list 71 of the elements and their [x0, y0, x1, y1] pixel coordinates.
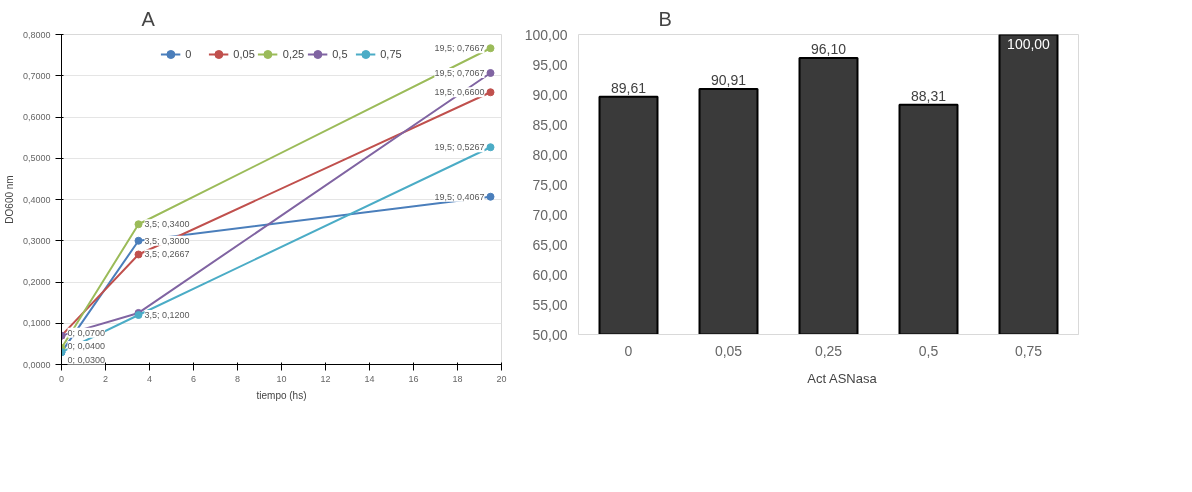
x-tick-label: 16: [408, 373, 419, 384]
x-tick-label: 20: [496, 373, 507, 384]
legend-label: 0,5: [332, 48, 349, 60]
data-label: 89,61: [610, 79, 647, 96]
y-tick-label: 95,00: [532, 56, 568, 73]
data-label: 0; 0,0400: [67, 341, 106, 351]
y-tick-label: 0,3000: [22, 235, 51, 246]
chart-title: A: [141, 7, 156, 30]
data-label: 0; 0,0300: [67, 355, 106, 366]
data-label: 3,5; 0,2667: [144, 249, 190, 260]
data-label: 3,5; 0,3000: [144, 235, 190, 246]
legend-label: 0,05: [233, 48, 255, 60]
x-tick-label: 0: [59, 373, 65, 384]
x-tick-label: 10: [276, 373, 287, 384]
y-tick-label: 0,4000: [22, 194, 51, 205]
x-tick-label: 0,5: [918, 342, 939, 359]
x-tick-label: 0,75: [1014, 342, 1043, 359]
data-label: 3,5; 0,3400: [144, 219, 190, 230]
y-tick-label: 85,00: [532, 116, 568, 133]
chart-title: B: [658, 7, 672, 30]
point: [486, 44, 495, 53]
y-tick-label: 0,7000: [22, 70, 51, 81]
y-tick-label: 0,5000: [22, 153, 51, 164]
data-label: 19,5; 0,4067: [434, 191, 485, 202]
y-tick-label: 70,00: [532, 206, 568, 223]
y-tick-label: 0,2000: [22, 277, 51, 287]
x-tick-label: 12: [320, 373, 331, 384]
data-label: 19,5; 0,6600: [434, 87, 485, 98]
legend-label: 0,25: [282, 48, 305, 60]
x-tick-label: 2: [103, 373, 109, 384]
point: [486, 143, 495, 152]
x-tick-label: 8: [235, 373, 241, 384]
point: [134, 250, 143, 259]
y-tick-label: 90,00: [532, 86, 568, 103]
x-tick-label: 18: [452, 373, 463, 384]
y-tick-label: 50,00: [532, 326, 568, 343]
point: [486, 68, 495, 77]
y-tick-label: 75,00: [532, 176, 568, 193]
point: [486, 88, 495, 97]
y-axis-title: DO600 nm: [3, 175, 15, 224]
point: [134, 236, 143, 245]
data-label: 96,10: [810, 40, 847, 57]
y-tick-label: 60,00: [532, 266, 568, 283]
x-tick-label: 6: [191, 373, 197, 384]
data-label: 90,91: [710, 72, 747, 89]
x-tick-label: 0,05: [714, 342, 743, 359]
point: [486, 192, 495, 201]
text: Act ASNasa: [807, 370, 877, 386]
x-tick-label: 4: [147, 373, 153, 384]
point: [134, 220, 143, 229]
data-label: 19,5; 0,5267: [434, 142, 485, 153]
x-tick-label: 14: [364, 373, 375, 384]
y-tick-label: 100,00: [524, 26, 568, 43]
data-label: 3,5; 0,1200: [144, 310, 190, 320]
x-axis-title: tiempo (hs): [256, 389, 307, 401]
data-label: 100,00: [1007, 35, 1051, 52]
data-label: 88,31: [910, 87, 947, 104]
y-tick-label: 0,1000: [22, 318, 51, 329]
y-tick-label: 0,0000: [22, 359, 51, 370]
y-tick-label: 65,00: [532, 236, 568, 253]
y-tick-label: 0,8000: [22, 29, 51, 40]
data-label: 0; 0,0700: [67, 327, 106, 338]
x-tick-label: 0: [624, 342, 633, 359]
x-tick-label: 0,25: [814, 342, 843, 359]
data-label: 19,5; 0,7667: [434, 43, 485, 54]
y-tick-label: 55,00: [532, 296, 568, 313]
legend-label: 0,75: [380, 48, 402, 60]
data-label: 19,5; 0,7067: [434, 67, 485, 78]
y-tick-label: 80,00: [532, 146, 568, 163]
y-tick-label: 0,6000: [22, 112, 51, 122]
legend-label: 0: [185, 48, 193, 60]
